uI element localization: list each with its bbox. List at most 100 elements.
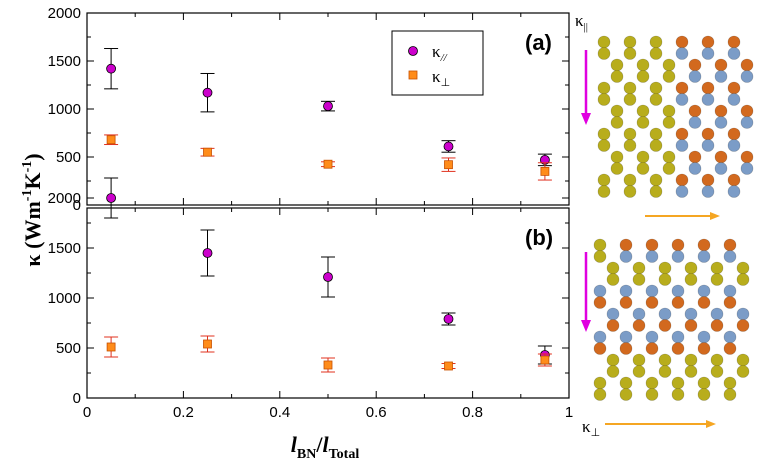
- data-point-parallel: [323, 101, 333, 112]
- lattice-atom: [593, 388, 607, 401]
- lattice-atom: [714, 116, 728, 129]
- panel-a: 0 500 1000 1500 2000 (a): [48, 5, 570, 214]
- lattice-atom: [675, 139, 689, 152]
- lattice-atom: [736, 365, 750, 378]
- lattice-atom: [645, 250, 659, 263]
- x-tick-label: 0.8: [462, 404, 483, 421]
- lattice-atom: [727, 81, 741, 95]
- lattice-atom: [697, 342, 711, 355]
- x-axis-label: lBN/lTotal: [291, 432, 360, 462]
- lattice-atom: [701, 127, 715, 141]
- lattice-atom: [645, 238, 659, 252]
- lattice-atom: [645, 388, 659, 401]
- lattice-atom: [675, 173, 689, 187]
- x-tick-label: 0: [83, 404, 91, 421]
- lattice-atom: [593, 376, 607, 390]
- lattice-atom: [736, 273, 750, 286]
- lattice-atom: [619, 238, 633, 252]
- lattice-atom: [710, 261, 724, 275]
- lattice-atom: [684, 273, 698, 286]
- lattice-atom: [701, 173, 715, 187]
- data-point-perp: [444, 160, 453, 170]
- lattice-atom: [714, 104, 728, 118]
- lattice-atom: [623, 173, 637, 187]
- y-tick-label: 1000: [48, 101, 81, 118]
- data-point-parallel: [443, 314, 454, 324]
- lattice-atom: [671, 376, 685, 390]
- lattice-atom: [632, 319, 646, 332]
- lattice-atom: [697, 330, 711, 344]
- lattice-atom: [623, 127, 637, 141]
- lattice-atom: [710, 273, 724, 286]
- lattice-atom: [662, 70, 676, 83]
- lattice-atom: [619, 388, 633, 401]
- lattice-atom: [645, 284, 659, 298]
- lattice-atom: [697, 388, 711, 401]
- data-point-perp: [106, 135, 116, 145]
- lattice-atom: [740, 162, 754, 175]
- lattice-atom: [658, 353, 672, 367]
- lattice-atom: [727, 139, 741, 152]
- lattice-atom: [736, 307, 750, 321]
- lattice-atom: [723, 284, 737, 298]
- kappa-perp-label: κ⊥: [582, 417, 600, 439]
- lattice-atom: [701, 35, 715, 49]
- y-tick-label: 500: [56, 340, 81, 357]
- lattice-atom: [649, 127, 663, 141]
- legend-marker-parallel: [408, 46, 418, 56]
- lattice-atom: [593, 342, 607, 355]
- lattice-atom: [710, 307, 724, 321]
- data-point-parallel: [106, 63, 116, 74]
- y-tick-label: 0: [73, 197, 81, 214]
- lattice-atom: [675, 81, 689, 95]
- y-tick-label: 0: [73, 390, 81, 407]
- lattice-atom: [632, 261, 646, 275]
- lattice-atom: [649, 173, 663, 187]
- lattice-atom: [688, 162, 702, 175]
- lattice-atom: [688, 70, 702, 83]
- lattice-atom: [723, 376, 737, 390]
- lattice-atom: [597, 81, 611, 95]
- y-tick-label: 500: [56, 149, 81, 166]
- lattice-atom: [658, 273, 672, 286]
- lattice-atom: [675, 185, 689, 198]
- lattice-atom: [636, 58, 650, 72]
- lattice-atom: [593, 296, 607, 309]
- lattice-atom: [684, 261, 698, 275]
- legend-label-perp: κ⊥: [432, 67, 450, 89]
- y-axis-label: κ (Wm-1K-1): [20, 153, 45, 266]
- lattice-atom: [675, 127, 689, 141]
- panel-label: (a): [525, 30, 552, 55]
- lattice-atom: [597, 35, 611, 49]
- lattice-atom: [619, 296, 633, 309]
- lattice-atom: [662, 116, 676, 129]
- data-point-perp: [106, 342, 116, 352]
- data-point-perp: [323, 360, 333, 370]
- data-point-parallel: [106, 193, 116, 203]
- lattice-atom: [697, 238, 711, 252]
- lattice-atom: [727, 173, 741, 187]
- legend-label-parallel: κ//: [432, 42, 448, 64]
- lattice-atom: [623, 81, 637, 95]
- data-point-parallel: [323, 272, 333, 282]
- lattice-atom: [636, 104, 650, 118]
- lattice-atom: [597, 47, 611, 60]
- lattice-atom: [636, 70, 650, 83]
- lattice-atom: [597, 173, 611, 187]
- lattice-atom: [697, 284, 711, 298]
- kappa-parallel-label: κ||: [575, 11, 588, 33]
- lattice-atom: [671, 388, 685, 401]
- lattice-atom: [723, 342, 737, 355]
- lattice-atom: [727, 47, 741, 60]
- arrow-parallel-bottom: [581, 252, 591, 332]
- lattice-atom: [645, 330, 659, 344]
- lattice-atom: [606, 261, 620, 275]
- lattice-atom: [593, 284, 607, 298]
- lattice-atom: [697, 296, 711, 309]
- lattice-atom: [636, 150, 650, 164]
- lattice-atom: [610, 116, 624, 129]
- arrow-parallel-top: [581, 50, 591, 125]
- lattice-atom: [723, 250, 737, 263]
- lattice-atom: [593, 250, 607, 263]
